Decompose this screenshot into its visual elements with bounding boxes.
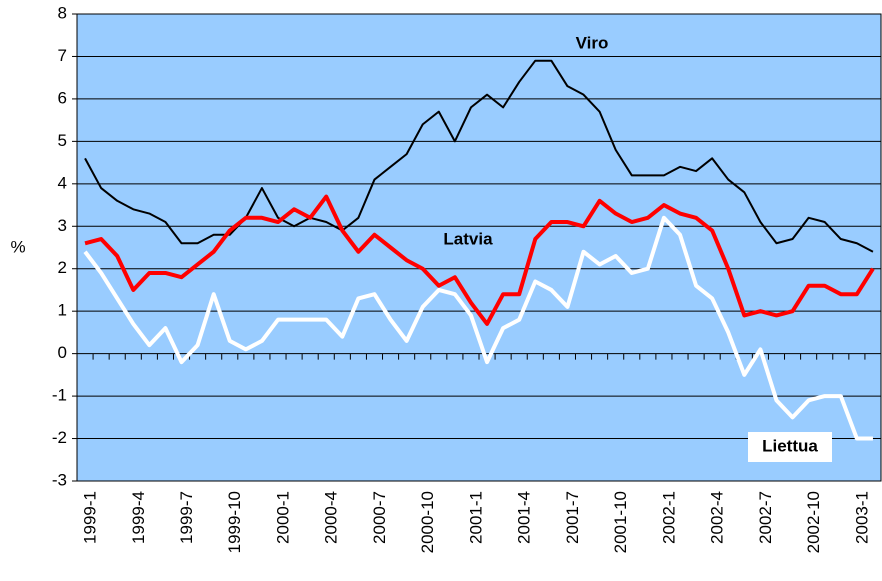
y-axis-label: % xyxy=(10,237,25,256)
y-tick-label: 0 xyxy=(58,343,67,362)
y-tick-label: 5 xyxy=(58,131,67,150)
x-tick-label: 2001-10 xyxy=(611,491,630,553)
y-tick-label: -1 xyxy=(52,386,67,405)
x-tick-label: 1999-10 xyxy=(225,491,244,553)
y-tick-label: 7 xyxy=(58,46,67,65)
y-tick-label: 6 xyxy=(58,88,67,107)
x-tick-label: 2002-1 xyxy=(659,491,678,544)
x-tick-label: 2001-7 xyxy=(563,491,582,544)
x-tick-label: 2002-10 xyxy=(804,491,823,553)
y-tick-label: 2 xyxy=(58,258,67,277)
y-tick-label: -3 xyxy=(52,470,67,489)
y-tick-label: 1 xyxy=(58,301,67,320)
series-label: Liettua xyxy=(762,436,818,455)
plot-area xyxy=(76,13,882,482)
x-tick-label: 2000-7 xyxy=(370,491,389,544)
x-tick-label: 2000-4 xyxy=(322,491,341,544)
series-line xyxy=(84,194,875,326)
y-tick-label: 3 xyxy=(58,216,67,235)
label-box xyxy=(748,432,832,462)
series-label: Viro xyxy=(576,33,609,52)
series-line xyxy=(84,59,874,253)
x-tick-label: 2002-7 xyxy=(756,491,775,544)
y-tick-label: 8 xyxy=(58,3,67,22)
y-tick-label: 4 xyxy=(58,173,67,192)
x-tick-label: 1999-7 xyxy=(177,491,196,544)
x-tick-label: 2001-4 xyxy=(515,491,534,544)
x-tick-label: 2002-4 xyxy=(708,491,727,544)
x-tick-label: 2001-1 xyxy=(466,491,485,544)
series-label: Latvia xyxy=(443,229,493,248)
x-tick-label: 2000-10 xyxy=(418,491,437,553)
y-tick-label: -2 xyxy=(52,428,67,447)
x-tick-label: 2000-1 xyxy=(273,491,292,544)
x-tick-label: 1999-4 xyxy=(129,491,148,544)
x-tick-label: 1999-1 xyxy=(81,491,100,544)
x-tick-label: 2003-1 xyxy=(852,491,871,544)
series-line xyxy=(83,215,873,441)
